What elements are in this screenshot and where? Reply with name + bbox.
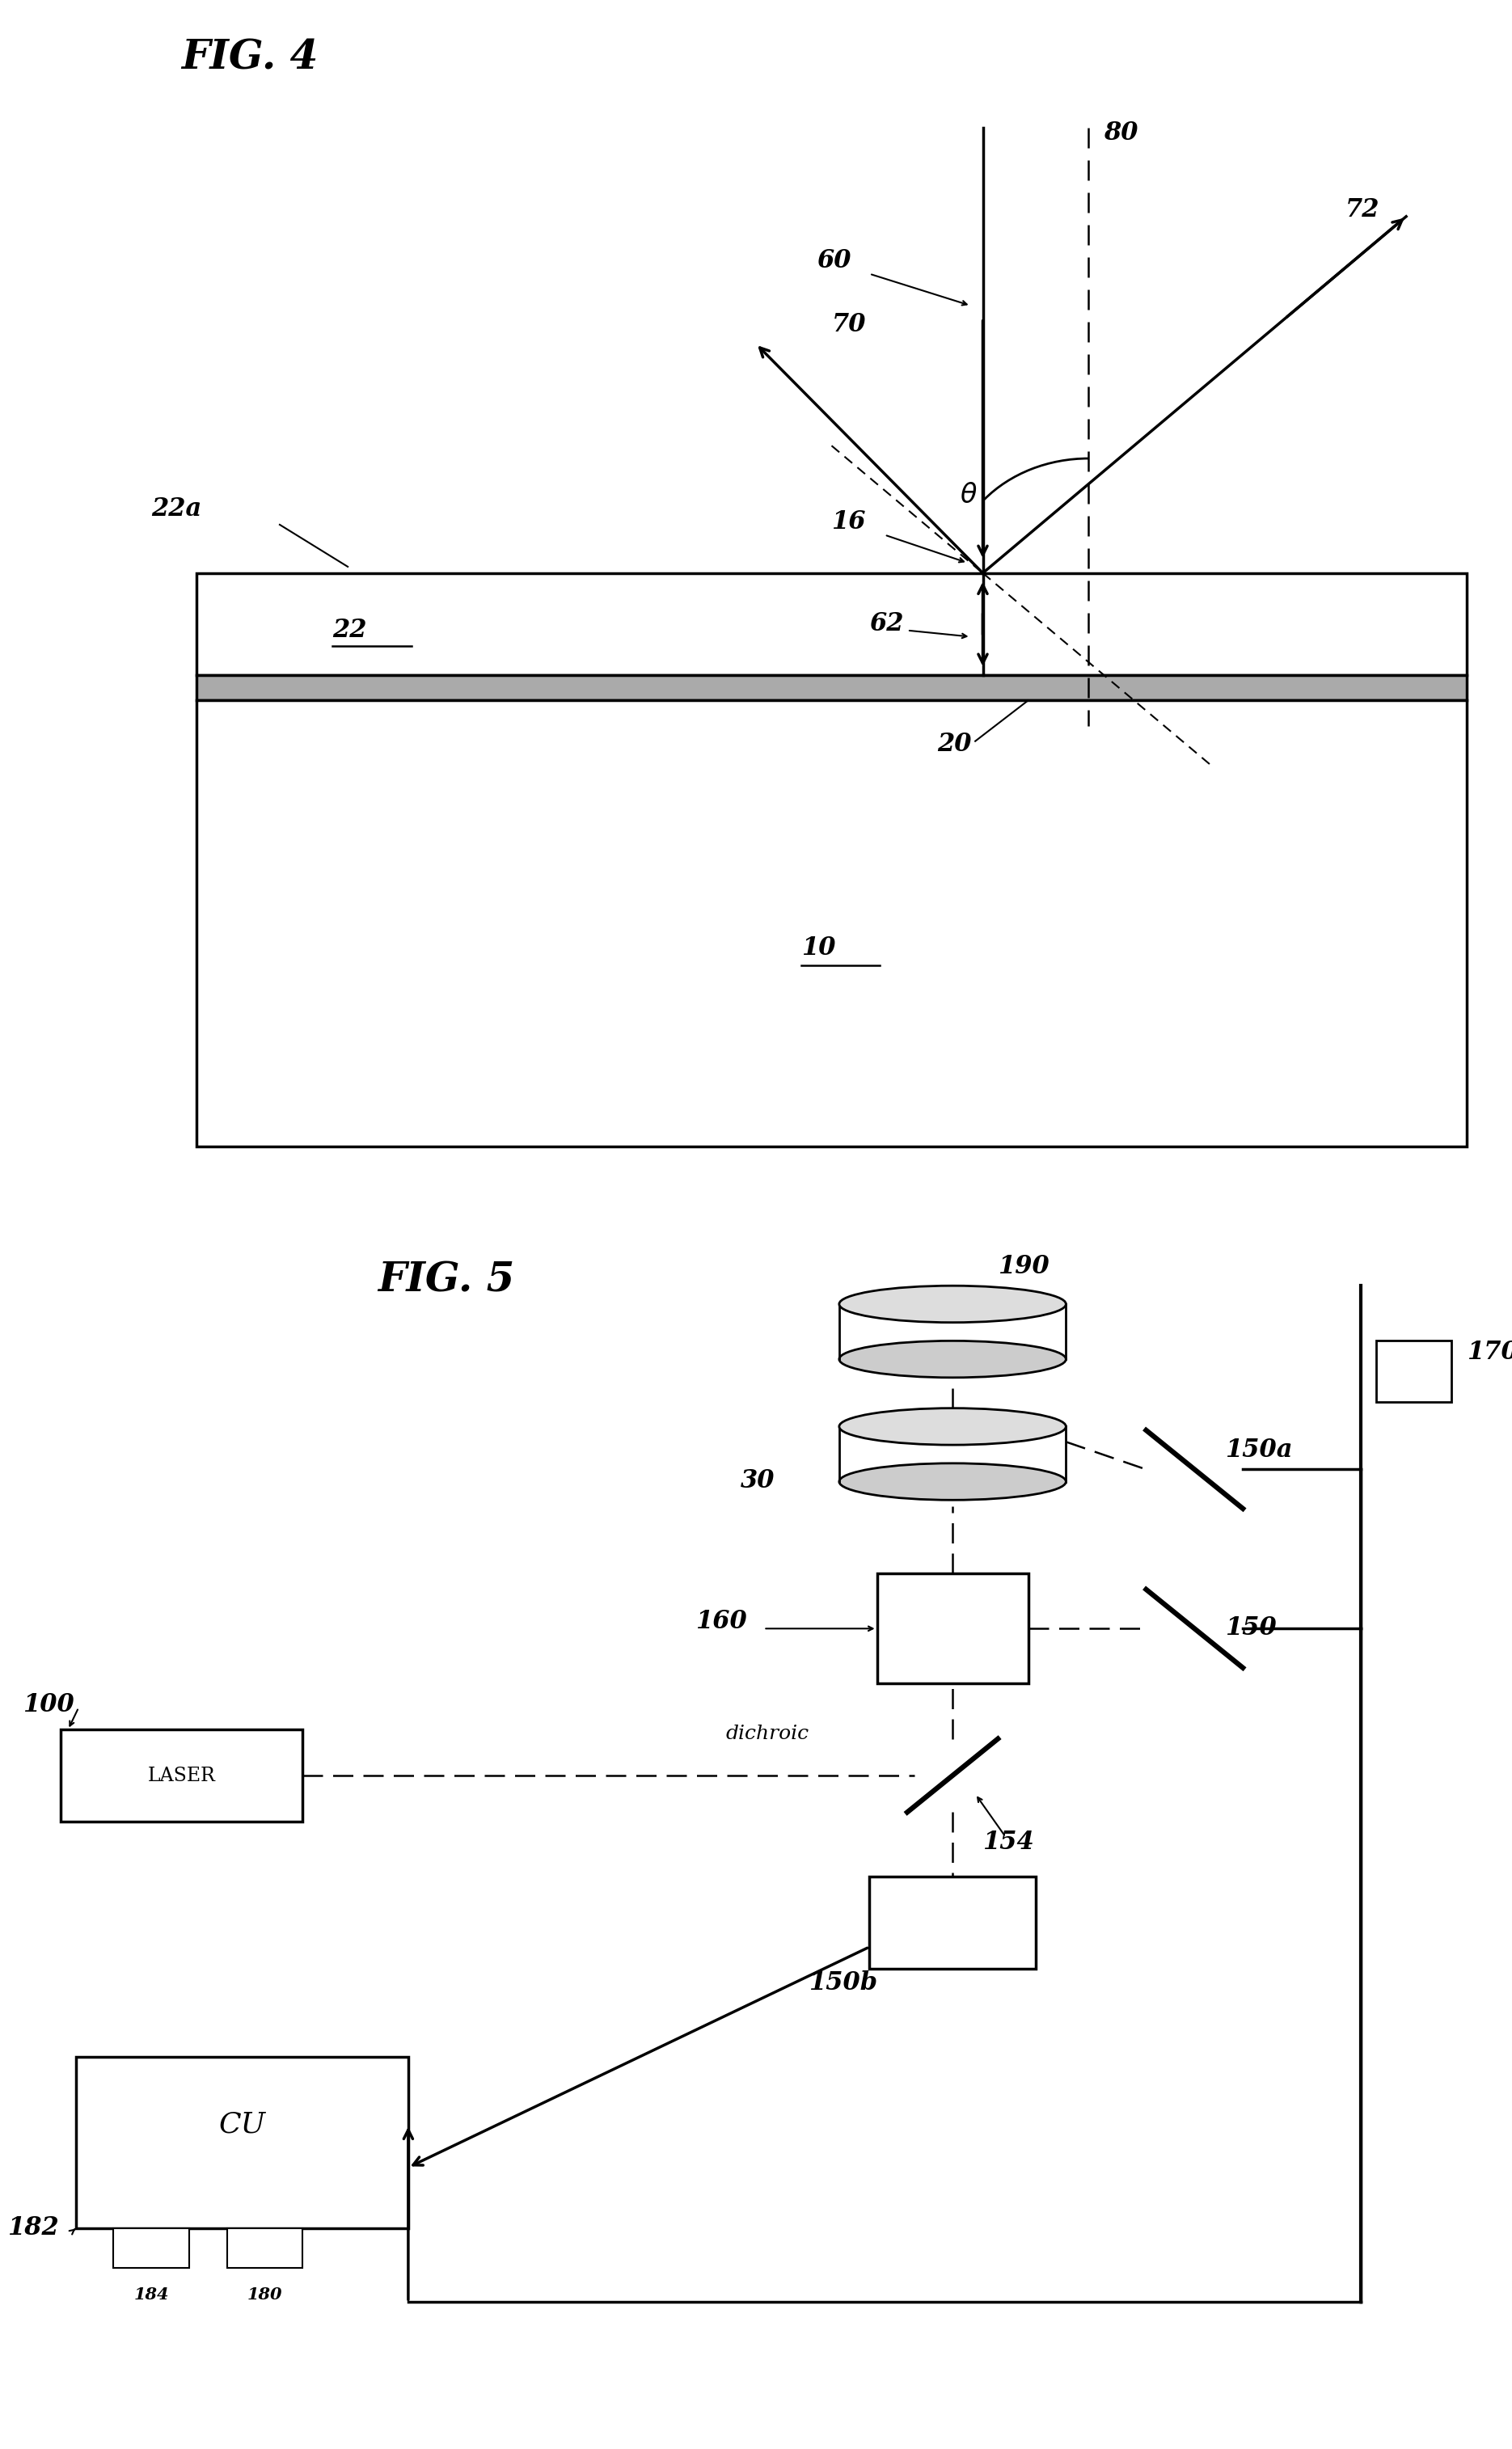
Bar <box>76 2057 408 2229</box>
Text: 150: 150 <box>1225 1616 1276 1641</box>
Text: 22a: 22a <box>151 497 201 522</box>
Text: 80: 80 <box>1104 120 1139 147</box>
Ellipse shape <box>839 1340 1066 1376</box>
Ellipse shape <box>839 1408 1066 1445</box>
Text: 30: 30 <box>741 1469 776 1494</box>
Bar <box>113 2229 189 2268</box>
Text: $\theta$: $\theta$ <box>960 482 978 509</box>
Text: 154: 154 <box>983 1829 1034 1854</box>
Bar <box>227 2229 302 2268</box>
Ellipse shape <box>839 1286 1066 1322</box>
Text: LASER: LASER <box>148 1766 215 1785</box>
Bar <box>1376 1340 1452 1401</box>
Bar <box>197 676 1467 700</box>
Text: 180: 180 <box>246 2287 283 2302</box>
Text: 150a: 150a <box>1225 1438 1293 1462</box>
Text: dichroic: dichroic <box>726 1724 809 1744</box>
Text: 190: 190 <box>998 1254 1049 1278</box>
Bar <box>869 1876 1036 1969</box>
Text: 10: 10 <box>801 936 836 960</box>
Text: 150b: 150b <box>809 1971 878 1996</box>
Text: 60: 60 <box>816 247 851 274</box>
Text: FIG. 5: FIG. 5 <box>378 1261 516 1300</box>
Text: FIG. 4: FIG. 4 <box>181 39 319 78</box>
Text: 70: 70 <box>832 311 866 338</box>
Bar <box>197 700 1467 1146</box>
Text: 22: 22 <box>333 617 367 642</box>
Bar <box>197 573 1467 676</box>
Text: 184: 184 <box>133 2287 169 2302</box>
Ellipse shape <box>839 1462 1066 1499</box>
Text: 170: 170 <box>1467 1340 1512 1364</box>
Bar <box>877 1572 1028 1685</box>
Text: 100: 100 <box>23 1692 74 1717</box>
Text: CU: CU <box>218 2111 266 2138</box>
Text: 20: 20 <box>937 732 972 757</box>
Text: 16: 16 <box>832 509 866 534</box>
Text: 72: 72 <box>1346 196 1380 223</box>
Bar <box>60 1729 302 1822</box>
Text: 182: 182 <box>8 2216 59 2241</box>
Text: 62: 62 <box>869 610 904 637</box>
Text: 160: 160 <box>696 1609 747 1633</box>
